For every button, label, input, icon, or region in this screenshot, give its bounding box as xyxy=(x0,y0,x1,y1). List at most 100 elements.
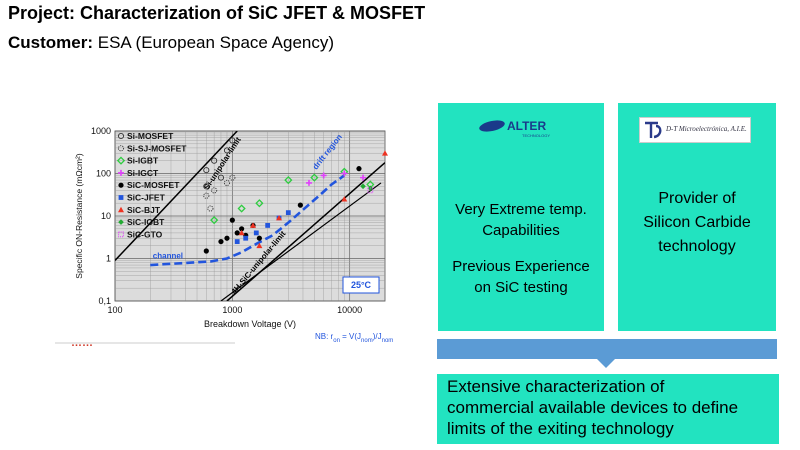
legend-marker-si-mosfet xyxy=(117,132,125,140)
data-point-sic-jfet xyxy=(234,239,240,244)
dt-provider-text: Provider of Silicon Carbide technology xyxy=(618,187,776,259)
y-tick-label: 10 xyxy=(101,211,111,221)
formula-note: NB: ron = V(Jnom)/Jnom xyxy=(315,332,393,344)
data-point-si-sj-mosfet xyxy=(229,174,236,181)
x-tick-label: 10000 xyxy=(337,305,362,315)
legend-marker-sic-gto xyxy=(118,231,124,238)
data-point-si-mosfet xyxy=(211,157,218,164)
data-point-sic-mosfet xyxy=(224,235,230,241)
channel-drift-curve xyxy=(150,174,346,267)
y-tick-label: 100 xyxy=(96,169,111,179)
legend-label: Si-SJ-MOSFET xyxy=(127,143,187,153)
data-point-si-igbt xyxy=(255,199,264,208)
data-point-sic-mosfet xyxy=(297,202,303,208)
legend-label: Si-IGCT xyxy=(127,168,159,178)
alter-line2a: Previous Experience xyxy=(452,258,590,275)
y-axis-label: Specific ON-Resistance (mΩcm²) xyxy=(74,153,84,279)
data-point-sic-mosfet xyxy=(356,166,362,172)
data-point-si-igbt xyxy=(210,215,219,225)
data-point-si-igbt xyxy=(237,204,246,213)
formula-part: NB: r xyxy=(315,332,334,341)
data-point-sic-bjt xyxy=(250,222,257,228)
data-point-si-mosfet xyxy=(223,147,231,154)
data-point-sic-gto xyxy=(367,187,374,194)
data-point-sic-mosfet xyxy=(239,226,245,232)
data-point-si-mosfet xyxy=(203,183,210,190)
alter-line2b: on SiC testing xyxy=(474,279,568,296)
alter-line1a: Very Extreme temp. xyxy=(455,201,587,218)
alter-line1b: Capabilities xyxy=(482,222,560,239)
conclusion-line1: Extensive characterization of xyxy=(447,377,665,396)
data-point-si-sj-mosfet xyxy=(203,192,210,199)
project-title: Project: Characterization of SiC JFET & … xyxy=(8,3,426,23)
y-tick-label: 0,1 xyxy=(98,296,111,306)
alter-capabilities-text: Very Extreme temp. Capabilities xyxy=(438,199,604,241)
formula-subscript: on xyxy=(333,338,340,344)
data-point-sic-bjt xyxy=(238,229,245,236)
data-point-sic-bjt xyxy=(276,214,283,221)
x-axis-label: Breakdown Voltage (V) xyxy=(204,319,296,329)
data-point-si-mosfet xyxy=(229,137,236,144)
data-point-sic-jfet xyxy=(243,235,249,241)
data-point-si-igct xyxy=(360,174,367,181)
alter-logo-text: ALTER xyxy=(507,119,546,133)
alter-experience-text: Previous Experience on SiC testing xyxy=(438,256,604,298)
legend-marker-sic-bjt xyxy=(118,206,124,213)
data-point-sic-bjt xyxy=(382,150,388,156)
data-point-si-sj-mosfet xyxy=(223,179,231,186)
data-point-si-igct xyxy=(341,170,348,177)
data-point-si-mosfet xyxy=(217,174,225,181)
data-point-si-igbt xyxy=(284,175,293,185)
sic-limit-line xyxy=(226,162,385,301)
conclusion-line3: limits of the exiting technology xyxy=(447,419,674,438)
y-tick-label: 1000 xyxy=(91,126,111,136)
resistance-vs-voltage-chart: Si-unipolar-limit 4H-SiC-unipolar-limit dr… xyxy=(55,123,395,348)
dt-line3: technology xyxy=(658,238,736,255)
legend-label: SiC-JFET xyxy=(127,193,166,203)
data-point-si-sj-mosfet xyxy=(211,187,218,194)
temperature-badge xyxy=(342,276,380,294)
formula-subscript: nom xyxy=(361,338,373,344)
x-tick-label: 100 xyxy=(107,305,122,315)
data-point-sic-jfet xyxy=(253,230,259,236)
dt-logo-text: D-T Microelectrónica, A.I.E. xyxy=(666,125,747,133)
data-point-sic-mosfet xyxy=(256,235,262,241)
data-point-sic-mosfet xyxy=(203,248,209,254)
data-point-sic-bjt xyxy=(341,196,348,202)
formula-part: = V(J xyxy=(340,332,361,341)
legend-marker-si-sj-mosfet xyxy=(117,145,125,152)
data-point-si-igbt xyxy=(310,173,319,182)
conclusion-box: Extensive characterization of commercial… xyxy=(437,374,779,444)
data-point-si-sj-mosfet xyxy=(207,205,214,212)
formula-subscript: nom xyxy=(382,338,394,344)
data-point-si-igct xyxy=(320,172,327,179)
legend-label: SiC-IGBT xyxy=(127,217,165,227)
alter-logo-sub: TECHNOLOGY xyxy=(522,133,550,138)
legend-label: SiC-BJT xyxy=(127,205,161,215)
dt-line1: Provider of xyxy=(658,190,736,207)
formula-part: )/J xyxy=(373,332,382,341)
arrow-down-icon xyxy=(597,359,615,368)
legend-label: SiC-MOSFET xyxy=(127,180,180,190)
dt-logo: D-T Microelectrónica, A.I.E. xyxy=(639,117,751,143)
red-mark: …… xyxy=(71,337,93,349)
legend-marker-sic-mosfet xyxy=(118,182,124,188)
customer-line: Customer: ESA (European Space Agency) xyxy=(8,33,334,53)
legend-marker-sic-igbt xyxy=(118,219,124,225)
sic-limit-line-2 xyxy=(220,182,382,301)
data-point-sic-jfet xyxy=(265,223,271,228)
channel-label: channel xyxy=(153,252,183,261)
data-point-sic-mosfet xyxy=(218,238,224,245)
y-tick-label: 1 xyxy=(106,254,111,264)
data-point-sic-bjt xyxy=(256,242,263,249)
legend-marker-sic-jfet xyxy=(118,195,124,200)
conclusion-text: Extensive characterization of commercial… xyxy=(447,376,773,439)
legend-label: SiC-GTO xyxy=(127,229,163,239)
x-tick-label: 1000 xyxy=(222,305,242,315)
chart-svg: Si-unipolar-limit4H-SiC-unipolar-limitdr… xyxy=(55,126,393,344)
customer-value: ESA (European Space Agency) xyxy=(97,33,335,52)
legend-marker-si-igct xyxy=(118,169,124,176)
legend-label: Si-MOSFET xyxy=(127,131,174,141)
data-point-sic-mosfet xyxy=(229,217,235,223)
data-point-si-igct xyxy=(305,179,312,186)
